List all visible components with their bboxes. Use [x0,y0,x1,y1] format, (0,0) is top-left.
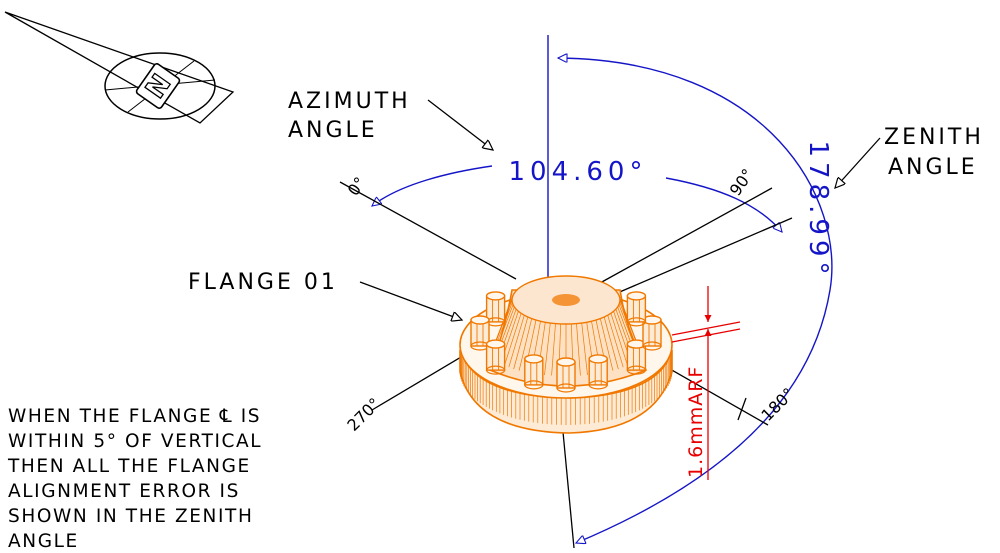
flange-hub-centre [552,294,580,306]
flange-axis-lower [562,431,575,549]
flange-bolt [485,339,506,375]
flange-label: FLANGE 01 [188,270,338,295]
tick-label-90: 90° [726,165,758,199]
flange-bolt [470,315,490,351]
azimuth-label-line-2: ANGLE [288,118,378,143]
gasket-thickness-dimension: 1.6mmARF [671,286,741,480]
flange-bolt [626,339,647,375]
note-line-3: THEN ALL THE FLANGE [7,456,251,477]
tick-label-270: 270° [343,394,384,435]
flange-bolt [556,357,576,393]
azimuth-line-0 [339,181,517,280]
zenith-label-line-2: ANGLE [888,155,978,180]
azimuth-dimension-arc-right [665,177,782,232]
note-line-5: SHOWN IN THE ZENITH [8,506,253,527]
azimuth-line-90b [614,217,793,295]
tick-label-0: 0° [344,173,370,199]
zenith-angle-value: 178.99° [803,141,833,280]
flange-bolt [626,291,647,327]
flange-bolt [588,354,608,390]
flange-bolt [524,354,544,390]
azimuth-label-line-1: AZIMUTH [288,89,411,114]
zenith-label-line-1: ZENITH [884,125,984,150]
flange-leader [359,281,462,320]
north-marker: N [4,11,235,124]
flange-bolts [470,291,662,393]
north-needle [4,11,235,124]
azimuth-tick-180 [737,397,747,421]
note-line-1: WHEN THE FLANGE ℄ IS [8,406,261,427]
note-line-4: ALIGNMENT ERROR IS [8,481,240,502]
north-ellipse [104,52,216,120]
flange-alignment-note: WHEN THE FLANGE ℄ IS WITHIN 5° OF VERTIC… [7,406,262,552]
tick-label-180: 180° [757,384,798,425]
north-letter-box [135,63,181,109]
note-line-6: ANGLE [8,531,79,552]
zenith-leader [835,137,881,188]
note-line-2: WITHIN 5° OF VERTICAL [8,431,262,452]
azimuth-line-90 [599,187,773,284]
gasket-thickness-value: 1.6mmARF [685,366,707,478]
flange-01-model [459,275,673,434]
azimuth-dimension-arc-left [372,165,493,206]
flange-base-hatching [459,345,673,425]
flange-bolt [642,315,662,351]
zenith-dimension-arc [558,58,833,543]
azimuth-leader [427,99,493,150]
azimuth-angle-value: 104.60° [509,157,648,187]
